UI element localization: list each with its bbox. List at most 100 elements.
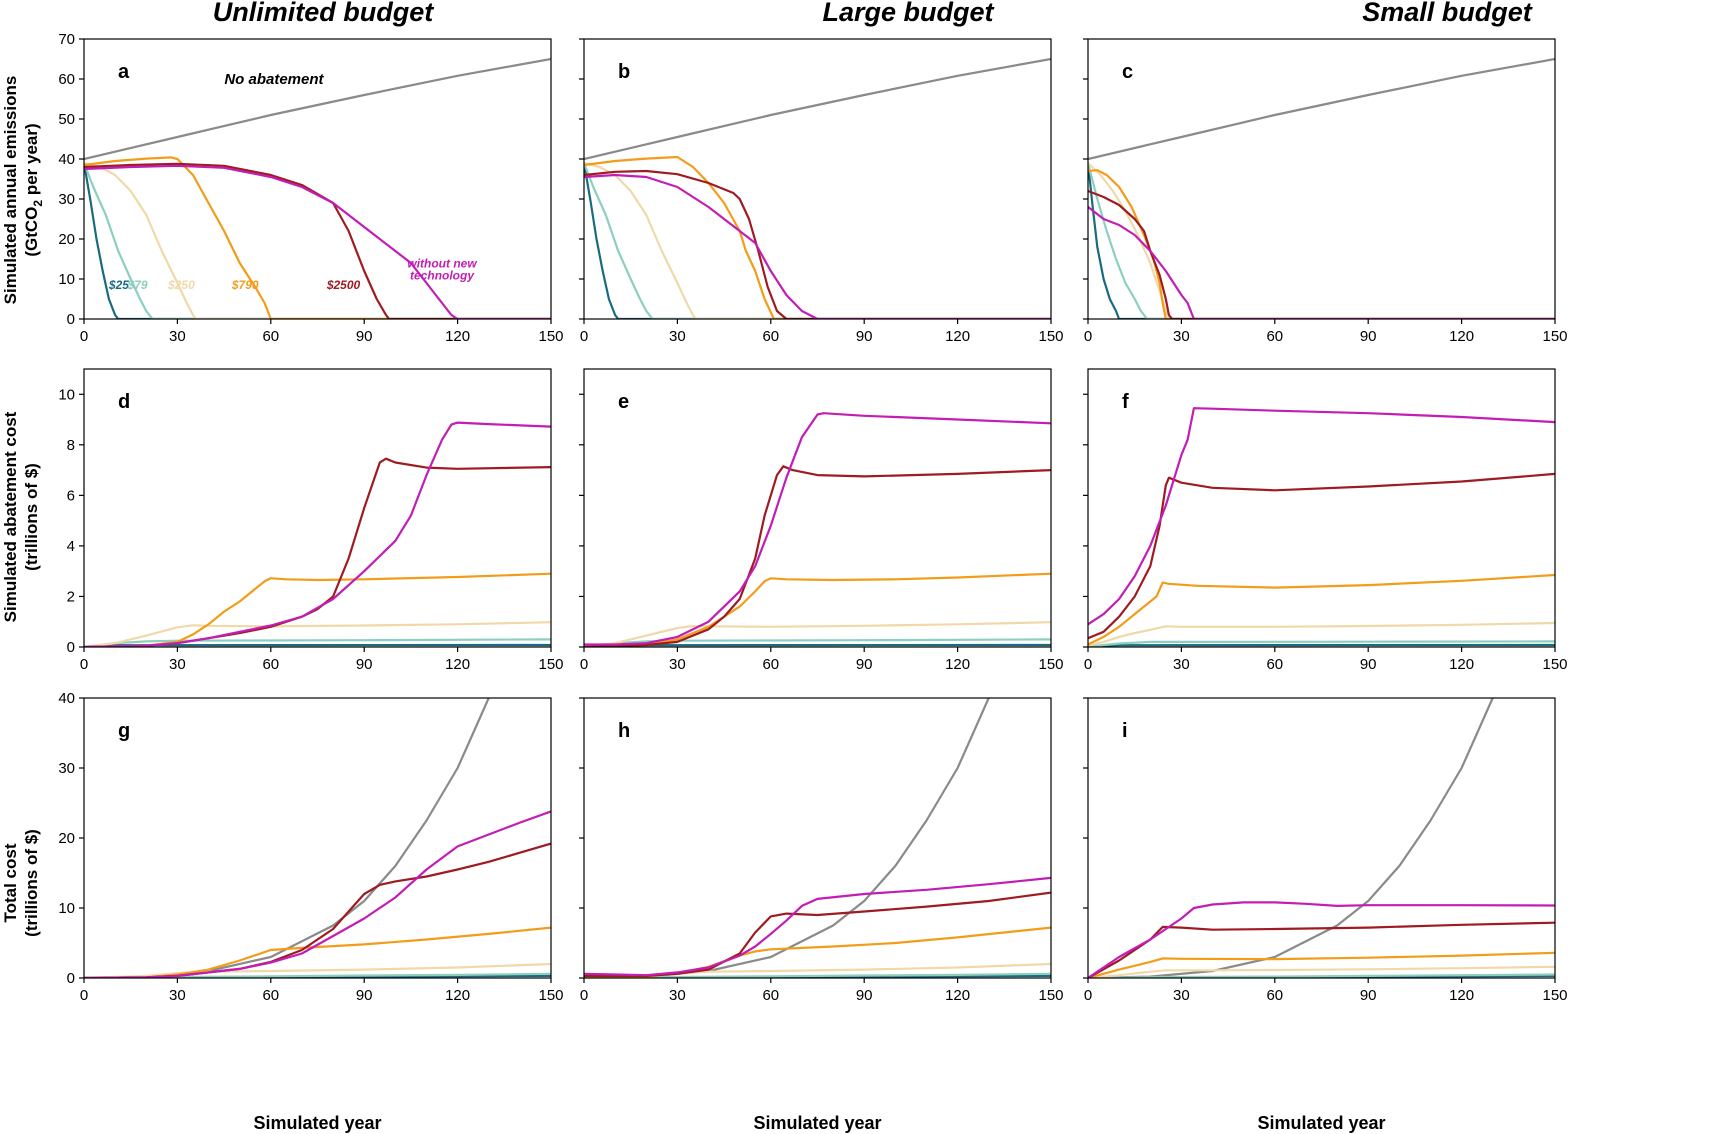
panel-a-line-790 [84,156,551,319]
panel-c-line-25 [1088,161,1555,319]
panel-d-xtick-label: 90 [356,656,373,673]
panel-d-xtick-label: 120 [445,656,470,673]
panel-i-line-without-new-technology [1088,901,1555,978]
panel-e: 0 30 60 90 120 150 e [579,368,1064,673]
panel-g-series [84,698,551,978]
panel-a-line-2500 [84,162,551,319]
panel-g-xtick-label: 120 [445,987,470,1004]
row-1-axis-title-line1: Simulated abatement cost [1,411,20,622]
x-axis-title-g: Simulated year [253,1113,381,1133]
panel-c-xtick-label: 120 [1449,328,1474,345]
panel-a-ytick-label: 30 [58,191,75,208]
panel-d-line-250 [84,621,551,647]
panel-h-line-2500 [584,891,1051,977]
panel-f: 0 30 60 90 120 150 f [1083,368,1568,673]
panel-g-ytick-label: 10 [58,900,75,917]
panel-f-line-790 [1088,573,1555,646]
panel-e-frame [583,368,1052,648]
panel-b: 0 30 60 90 120 150 b [579,38,1064,345]
panel-h-line-79 [584,972,1051,978]
panel-c-xtick-label: 0 [1084,328,1092,345]
panel-g: 0 30 60 90 120 150 0 10 20 30 40 g Simulated year [58,690,563,1133]
panel-a-ytick-label: 70 [58,31,75,48]
panel-g-ytick-label: 20 [58,830,75,847]
annotation-label-technology: technology [410,268,475,282]
panel-i-line-2500 [1088,921,1555,978]
panel-i-line-250 [1088,965,1555,978]
panel-g-ytick-label: 30 [58,760,75,777]
panel-b-line-no-abatement [584,57,1051,161]
panel-g-xtick-label: 60 [262,987,279,1004]
panel-a-ytick-label: 50 [58,111,75,128]
panel-d-line-2500 [84,457,551,647]
panel-c-xtick-label: 30 [1173,328,1190,345]
panel-d-frame [83,368,552,648]
panel-h-line-without-new-technology [584,876,1051,977]
panel-a-xtick-label: 60 [262,328,279,345]
panel-c-xtick-label: 150 [1542,328,1567,345]
panel-f-xtick-label: 120 [1449,656,1474,673]
panel-g-ytick-label: 0 [67,970,75,987]
panel-letter-f: f [1122,391,1129,413]
row-0-axis-title-line2: (GtCO2 per year) [22,123,45,256]
panel-h-xtick-label: 0 [580,987,588,1004]
panel-i-xtick-label: 150 [1542,987,1567,1004]
panel-d-series [84,421,551,647]
row-0-axis-title-sub: 2 [31,200,45,207]
panel-g-xtick-label: 0 [80,987,88,1004]
panel-b-xtick-label: 120 [945,328,970,345]
panel-i-series [1088,698,1555,978]
panel-e-series [584,412,1051,647]
panel-letter-c: c [1122,61,1133,83]
panel-c-line-2500 [1088,189,1555,319]
annotation-label-without-new: without new [407,256,477,270]
panel-letter-d: d [118,391,130,413]
panel-c-frame [1087,38,1556,320]
panel-i-frame [1087,697,1556,979]
panel-a-xtick-label: 120 [445,328,470,345]
panel-b-xtick-label: 150 [1038,328,1063,345]
panel-h-line-no-abatement [584,698,990,978]
panel-d-xtick-label: 150 [538,656,563,673]
row-1-axis-title-line2: (trillions of $) [22,463,41,571]
panel-g-xtick-label: 150 [538,987,563,1004]
panel-d-ytick-label: 0 [67,639,75,656]
panel-b-xtick-label: 60 [762,328,779,345]
panel-g-line-250 [84,962,551,978]
panel-g-line-without-new-technology [84,810,551,978]
panel-e-xtick-label: 0 [580,656,588,673]
row-2-axis-title-line1: Total cost [1,843,20,922]
panel-f-xtick-label: 60 [1266,656,1283,673]
panel-b-xtick-label: 0 [580,328,588,345]
panel-e-xtick-label: 60 [762,656,779,673]
panel-h-xtick-label: 60 [762,987,779,1004]
annotation-label-25: $25 [108,278,129,292]
annotation-no-abatement: No abatement [224,71,324,88]
panel-c-series [1088,57,1555,319]
panel-d-xtick-label: 30 [169,656,186,673]
panel-b-line-2500 [584,169,1051,319]
panel-b-xtick-label: 90 [856,328,873,345]
panel-b-series [584,57,1051,319]
panel-b-line-790 [584,155,1051,319]
panel-letter-h: h [618,720,630,742]
row-0-axis-title-line1: Simulated annual emissions [1,76,20,305]
panel-e-line-2500 [584,465,1051,647]
row-2-axis-title-line2: (trillions of $) [22,829,41,937]
panel-d-ytick-label: 8 [67,437,75,454]
panel-g-xtick-label: 90 [356,987,373,1004]
panel-b-frame [583,38,1052,320]
panel-i-xtick-label: 0 [1084,987,1092,1004]
panel-letter-i: i [1122,720,1128,742]
panel-a: 0 30 60 90 120 150 0 10 20 30 40 50 60 70 a [58,31,563,345]
panel-i-line-no-abatement [1088,698,1494,978]
column-title-large-budget: Large budget [822,0,994,27]
panel-c-line-79 [1088,161,1555,319]
annotation-label-790: $790 [231,278,259,292]
panel-a-ytick-label: 40 [58,151,75,168]
panel-e-xtick-label: 150 [1038,656,1063,673]
panel-f-xtick-label: 150 [1542,656,1567,673]
panel-h-series [584,698,1051,978]
panel-letter-b: b [618,61,630,83]
